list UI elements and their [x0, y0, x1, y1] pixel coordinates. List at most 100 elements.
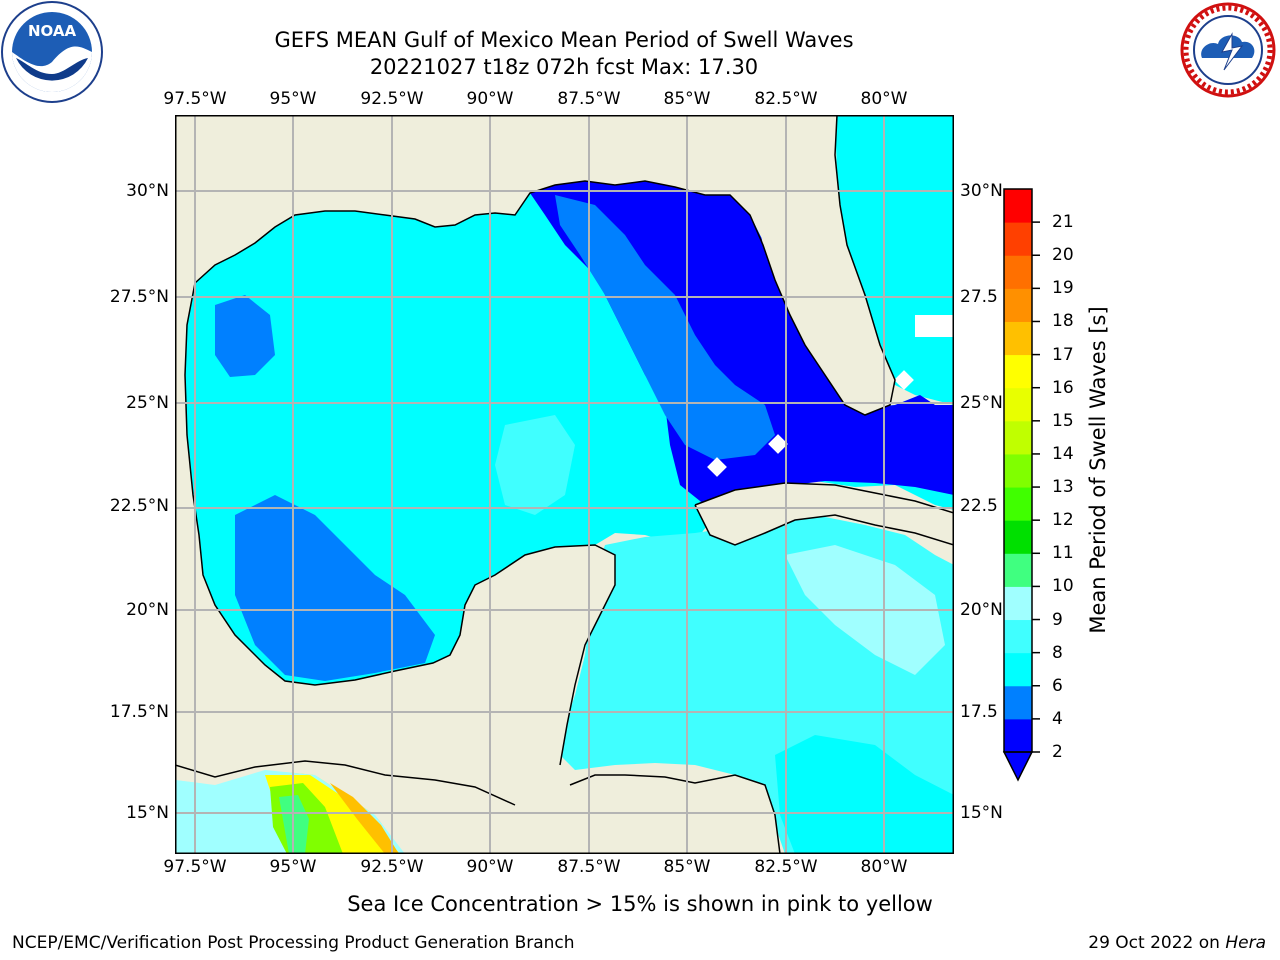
colorbar-swatches — [1004, 189, 1032, 753]
colorbar-frame — [1003, 188, 1033, 753]
mexico-coastline — [184, 282, 616, 766]
western-gulf-zone-north — [215, 295, 275, 377]
colorbar-swatch — [1004, 586, 1032, 621]
cuba-coastline — [694, 482, 954, 546]
colorbar-label: 16 — [1052, 377, 1074, 398]
lat-tick-right: 20°N — [960, 600, 1003, 620]
colorbar-title: Mean Period of Swell Waves [s] — [1086, 306, 1110, 634]
lon-tick-bottom: 90°W — [466, 857, 514, 877]
footer-credit: NCEP/EMC/Verification Post Processing Pr… — [12, 933, 575, 953]
colorbar-swatch — [1004, 354, 1032, 389]
colorbar-swatch — [1004, 321, 1032, 356]
lat-tick-right: 27.5 — [960, 287, 998, 307]
colorbar-label: 11 — [1052, 543, 1074, 564]
colorbar-swatch — [1004, 685, 1032, 720]
colorbar-swatch — [1004, 718, 1032, 753]
colorbar-label: 15 — [1052, 410, 1074, 431]
colorbar-label: 14 — [1052, 443, 1074, 464]
map-gridlines — [175, 115, 954, 854]
lon-tick-top: 97.5°W — [163, 89, 227, 109]
colorbar-swatch — [1004, 487, 1032, 521]
lat-tick-right: 15°N — [960, 803, 1003, 823]
bahamas-gap — [915, 315, 954, 337]
lat-tick-left: 17.5°N — [109, 702, 169, 722]
nws-logo — [1180, 2, 1276, 98]
lon-tick-bottom: 92.5°W — [360, 857, 424, 877]
colorbar-label: 6 — [1052, 675, 1063, 696]
lon-tick-top: 87.5°W — [557, 89, 621, 109]
gulf-gap — [707, 457, 727, 477]
lat-tick-right: 30°N — [960, 181, 1003, 201]
caribbean-cyan-zone — [775, 735, 954, 854]
colorbar-swatch — [1004, 520, 1032, 554]
lon-tick-bottom: 95°W — [269, 857, 317, 877]
map-frame — [175, 115, 954, 854]
lon-tick-top: 90°W — [466, 89, 514, 109]
colorbar-swatch — [1004, 553, 1032, 587]
colorbar-swatch — [1004, 288, 1032, 322]
colorbar-swatch — [1004, 652, 1032, 687]
cuba-land — [695, 483, 954, 545]
colorbar — [1002, 188, 1040, 782]
map-panel — [175, 115, 954, 854]
noaa-logo-text: NOAA — [28, 22, 77, 40]
central-america-land — [175, 761, 780, 854]
colorbar-ticks — [1032, 221, 1040, 753]
lon-tick-top: 92.5°W — [360, 89, 424, 109]
colorbar-swatch — [1004, 453, 1032, 488]
colorbar-swatch — [1004, 619, 1032, 654]
lat-tick-right: 22.5 — [960, 496, 998, 516]
colorbar-label: 12 — [1052, 510, 1074, 531]
footer-host: Hera — [1225, 933, 1266, 953]
footer-date: 29 Oct 2022 on Hera — [1088, 933, 1266, 953]
colorbar-swatch — [1004, 387, 1032, 422]
lon-tick-bottom: 80°W — [860, 857, 908, 877]
colorbar-swatch — [1004, 189, 1032, 223]
lat-tick-left: 22.5°N — [109, 496, 169, 516]
map-title: GEFS MEAN Gulf of Mexico Mean Period of … — [274, 28, 854, 52]
yucatan-land — [445, 545, 615, 815]
western-gulf-zone-south — [235, 495, 435, 681]
lon-tick-top: 82.5°W — [754, 89, 818, 109]
pacific-high-period-orange — [330, 783, 399, 854]
colorbar-label: 20 — [1052, 245, 1074, 266]
lon-tick-bottom: 85°W — [663, 857, 711, 877]
colorbar-label: 17 — [1052, 344, 1074, 365]
lon-tick-bottom: 82.5°W — [754, 857, 818, 877]
lat-tick-left: 27.5°N — [109, 287, 169, 307]
lat-tick-left: 15°N — [126, 803, 169, 823]
lat-tick-right: 25°N — [960, 393, 1003, 413]
colorbar-swatch — [1004, 222, 1032, 256]
colorbar-label: 9 — [1052, 609, 1063, 630]
lon-tick-top: 85°W — [663, 89, 711, 109]
central-gulf-light-patch — [495, 415, 575, 515]
colorbar-label: 4 — [1052, 708, 1063, 729]
colorbar-label: 18 — [1052, 311, 1074, 332]
lat-tick-left: 30°N — [126, 181, 169, 201]
colorbar-label: 13 — [1052, 477, 1074, 498]
eastern-gulf-medium-period — [555, 195, 775, 460]
noaa-logo: NOAA — [1, 1, 103, 103]
colorbar-swatch — [1004, 255, 1032, 289]
central-america-coastline — [175, 760, 781, 854]
colorbar-label: 21 — [1052, 212, 1074, 233]
sea-ice-note: Sea Ice Concentration > 15% is shown in … — [347, 892, 933, 916]
colorbar-swatch — [1004, 420, 1032, 455]
keys-gap — [768, 434, 788, 454]
colorbar-label: 8 — [1052, 642, 1063, 663]
lon-tick-bottom: 97.5°W — [163, 857, 227, 877]
colorbar-label: 10 — [1052, 576, 1074, 597]
lon-tick-bottom: 87.5°W — [557, 857, 621, 877]
bahamas-gap — [894, 370, 914, 390]
footer-date-text: 29 Oct 2022 on — [1088, 933, 1226, 953]
colorbar-label: 19 — [1052, 278, 1074, 299]
colorbar-extend-arrow — [1002, 751, 1034, 782]
lat-tick-left: 20°N — [126, 600, 169, 620]
lat-tick-left: 25°N — [126, 393, 169, 413]
lon-tick-top: 95°W — [269, 89, 317, 109]
gulf-coastline — [194, 115, 896, 416]
map-subtitle: 20221027 t18z 072h fcst Max: 17.30 — [369, 55, 759, 79]
lon-tick-top: 80°W — [860, 89, 908, 109]
colorbar-label: 2 — [1052, 742, 1063, 762]
lat-tick-right: 17.5 — [960, 702, 998, 722]
